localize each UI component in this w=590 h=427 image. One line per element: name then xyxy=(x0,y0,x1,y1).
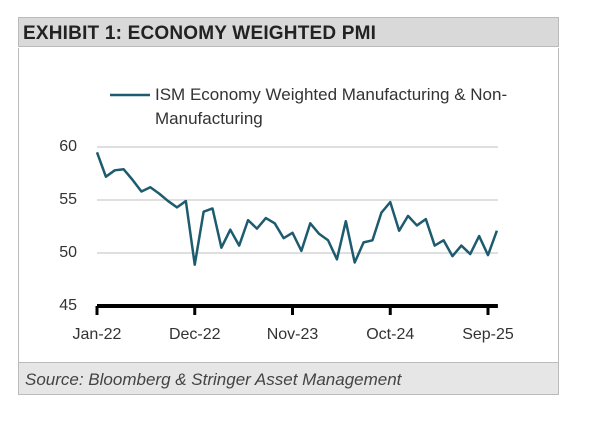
x-tick-label: Dec-22 xyxy=(169,326,221,343)
series-line xyxy=(95,151,499,266)
y-tick-label: 60 xyxy=(59,138,77,155)
x-tick-label: Oct-24 xyxy=(366,326,414,343)
legend-label: ISM Economy Weighted Manufacturing & Non… xyxy=(155,85,508,128)
source-note: Source: Bloomberg & Stringer Asset Manag… xyxy=(18,362,559,395)
y-tick-label: 55 xyxy=(59,191,77,208)
y-tick-label: 45 xyxy=(59,297,77,314)
x-tick-label: Nov-23 xyxy=(267,326,319,343)
x-tick-label: Sep-25 xyxy=(462,326,514,343)
chart-title: EXHIBIT 1: ECONOMY WEIGHTED PMI xyxy=(18,17,559,47)
chart-frame xyxy=(18,48,559,362)
x-tick-label: Jan-22 xyxy=(73,326,122,343)
y-tick-label: 50 xyxy=(59,244,77,261)
